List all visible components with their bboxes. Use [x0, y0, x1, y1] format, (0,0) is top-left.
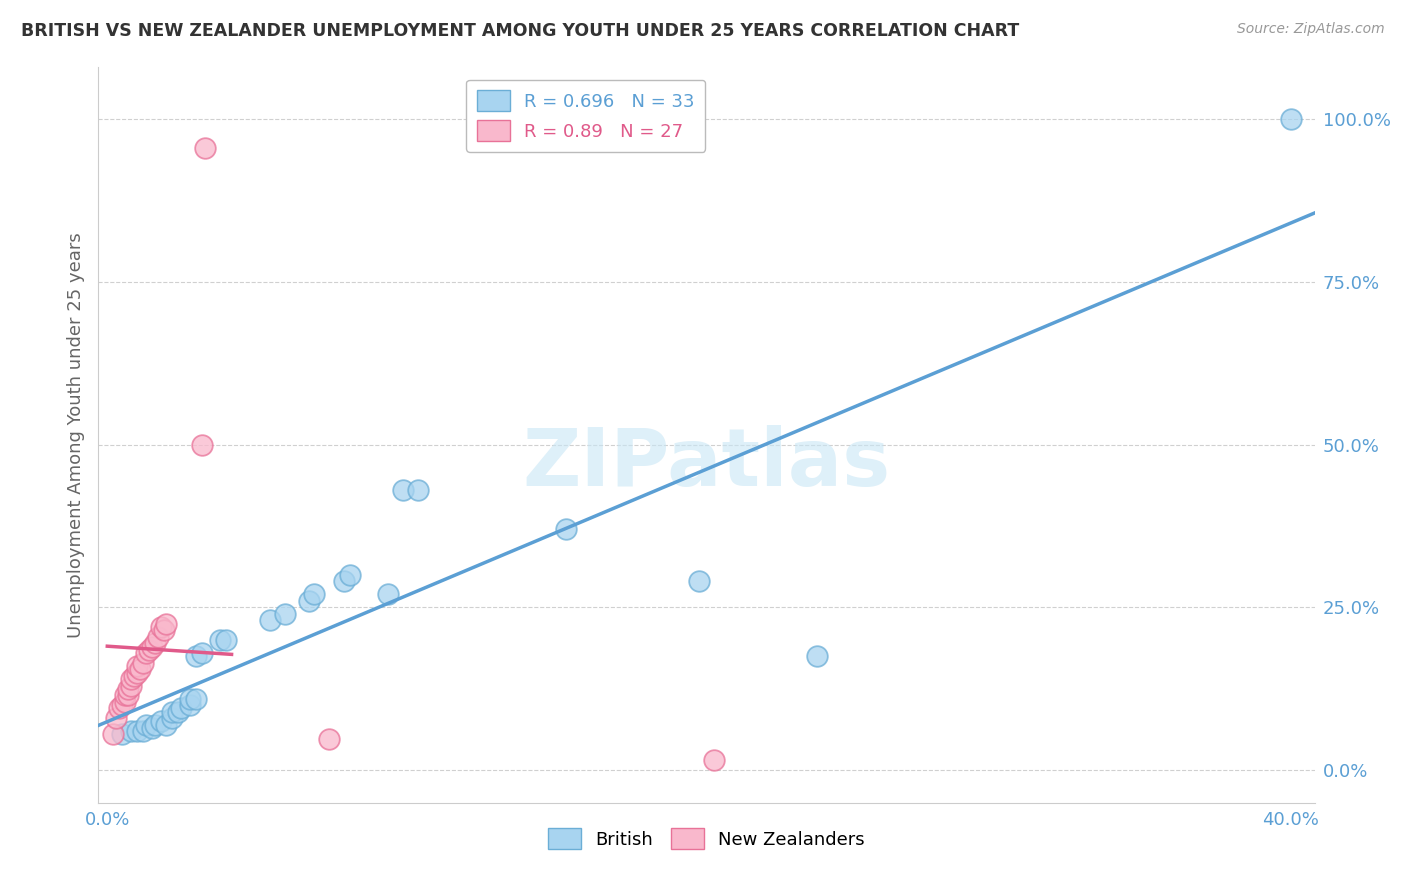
Y-axis label: Unemployment Among Youth under 25 years: Unemployment Among Youth under 25 years	[66, 232, 84, 638]
Text: BRITISH VS NEW ZEALANDER UNEMPLOYMENT AMONG YOUTH UNDER 25 YEARS CORRELATION CHA: BRITISH VS NEW ZEALANDER UNEMPLOYMENT AM…	[21, 22, 1019, 40]
Point	[122, 669, 145, 683]
Text: Source: ZipAtlas.com: Source: ZipAtlas.com	[1237, 22, 1385, 37]
Point	[703, 754, 725, 768]
Point	[304, 587, 326, 601]
Text: ZIPatlas: ZIPatlas	[523, 425, 890, 503]
Point	[111, 698, 134, 712]
Point	[111, 727, 134, 741]
Point	[141, 640, 163, 654]
Point	[214, 632, 236, 647]
Point	[191, 646, 214, 660]
Point	[143, 717, 166, 731]
Point	[392, 483, 415, 498]
Point	[179, 691, 201, 706]
Point	[120, 679, 142, 693]
Point	[688, 574, 710, 589]
Point	[125, 659, 148, 673]
Point	[555, 522, 578, 536]
Point	[103, 727, 125, 741]
Point	[167, 705, 190, 719]
Point	[114, 689, 136, 703]
Point	[128, 662, 150, 676]
Point	[208, 632, 231, 647]
Point	[117, 689, 139, 703]
Legend: British, New Zealanders: British, New Zealanders	[541, 821, 872, 856]
Point	[138, 642, 160, 657]
Point	[120, 672, 142, 686]
Point	[194, 141, 217, 155]
Point	[155, 717, 177, 731]
Point	[259, 614, 281, 628]
Point	[318, 731, 340, 746]
Point	[333, 574, 356, 589]
Point	[146, 630, 169, 644]
Point	[806, 649, 828, 664]
Point	[162, 711, 184, 725]
Point	[105, 711, 128, 725]
Point	[377, 587, 399, 601]
Point	[135, 646, 157, 660]
Point	[132, 724, 155, 739]
Point	[191, 437, 214, 451]
Point	[125, 665, 148, 680]
Point	[114, 695, 136, 709]
Point	[120, 724, 142, 739]
Point	[135, 717, 157, 731]
Point	[297, 594, 319, 608]
Point	[143, 636, 166, 650]
Point	[149, 620, 172, 634]
Point	[162, 705, 184, 719]
Point	[149, 714, 172, 729]
Point	[108, 701, 131, 715]
Point	[406, 483, 429, 498]
Point	[117, 681, 139, 696]
Point	[155, 616, 177, 631]
Point	[152, 624, 174, 638]
Point	[1279, 112, 1302, 126]
Point	[141, 721, 163, 735]
Point	[125, 724, 148, 739]
Point	[132, 656, 155, 670]
Point	[184, 649, 207, 664]
Point	[184, 691, 207, 706]
Point	[179, 698, 201, 712]
Point	[339, 567, 361, 582]
Point	[274, 607, 297, 621]
Point	[170, 701, 193, 715]
